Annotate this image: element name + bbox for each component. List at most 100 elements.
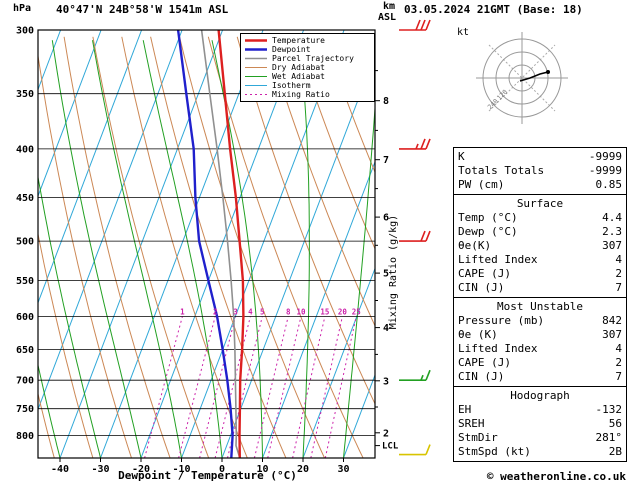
- legend-item-label: Wet Adiabat: [272, 72, 325, 81]
- wet-adiabat-line: [211, 40, 263, 458]
- pressure-tick-label: 400: [16, 144, 34, 155]
- plot-frame: [37, 29, 376, 459]
- legend-item-label: Isotherm: [272, 81, 311, 90]
- stat-label: Lifted Index: [458, 253, 538, 266]
- dry-adiabat-line: [236, 36, 375, 405]
- temp-tick-label: -10: [172, 464, 190, 475]
- stat-value: 281°: [595, 431, 623, 444]
- stat-label: K: [458, 150, 465, 163]
- surface-row: Lifted Index 4: [458, 253, 622, 267]
- hodograph-diagonal: [488, 44, 556, 112]
- surface-panel-title: Surface: [516, 197, 564, 210]
- hodograph-diagonal: [488, 44, 556, 112]
- dry-adiabat-line: [38, 391, 55, 458]
- legend-line-sample-icon: [245, 48, 267, 51]
- isotherm-line: [38, 30, 183, 411]
- pressure-tick-label: 750: [16, 404, 34, 415]
- legend: Temperature Dewpoint Parcel Trajectory Dry …: [240, 33, 375, 102]
- most-unstable-row: CIN (J) 7: [458, 370, 622, 384]
- legend-line-sample-icon: [245, 39, 267, 42]
- dry-adiabat-line: [38, 231, 94, 458]
- temp-tick-label: 20: [297, 464, 309, 475]
- mixing-ratio-value-label: 8: [286, 308, 291, 317]
- dry-adiabat-line: [150, 36, 287, 458]
- isotherm-line: [100, 30, 264, 458]
- pressure-tick-label: 600: [16, 312, 34, 323]
- surface-row: Temp (°C) 4.4: [458, 211, 622, 225]
- stat-label: θe(K): [458, 239, 492, 252]
- wind-barb: [399, 230, 431, 242]
- dry-adiabat-line: [323, 36, 375, 174]
- dry-adiabat-line: [0, 37, 16, 458]
- hodograph-ring: [482, 38, 562, 118]
- isotherm-line: [38, 30, 102, 198]
- hodograph-panel-title: Hodograph: [510, 389, 570, 402]
- wet-adiabat-line: [343, 101, 375, 458]
- stat-label: CAPE (J): [458, 356, 511, 369]
- mixing-ratio-line: [310, 316, 343, 458]
- isotherm-line: [59, 30, 224, 458]
- parcel-trajectory-curve: [200, 30, 241, 458]
- stat-value: -132: [595, 403, 623, 416]
- stat-value: 4: [615, 342, 622, 355]
- legend-item-label: Parcel Trajectory: [272, 54, 354, 63]
- stat-value: 2.3: [602, 225, 622, 238]
- stat-label: CIN (J): [458, 370, 505, 383]
- mixing-ratio-line: [144, 316, 183, 458]
- legend-item-label: Mixing Ratio: [272, 90, 330, 99]
- stat-value: 842: [602, 314, 622, 327]
- km-tick-label: 6: [383, 213, 389, 224]
- indices-row: Totals Totals -9999: [458, 164, 622, 178]
- most-unstable-row: Pressure (mb) 842: [458, 314, 622, 328]
- legend-line-sample-icon: [245, 94, 267, 95]
- legend-item-wet_adiabat: Wet Adiabat: [244, 72, 371, 81]
- wet-adiabat-line: [51, 40, 142, 458]
- dry-adiabat-line: [92, 36, 210, 458]
- km-tick-label: 8: [383, 96, 389, 107]
- most-unstable-panel-title: Most Unstable: [496, 300, 584, 313]
- mixing-ratio-line: [324, 316, 357, 458]
- stat-value: 307: [602, 239, 622, 252]
- stat-label: θe (K): [458, 328, 498, 341]
- legend-item-label: Dewpoint: [272, 45, 311, 54]
- wet-adiabat-line: [38, 362, 61, 458]
- mixing-ratio-value-label: 3: [233, 308, 238, 317]
- mixing-ratio-value-label: 2: [213, 308, 218, 317]
- stat-label: CIN (J): [458, 281, 505, 294]
- temp-tick-label: 0: [219, 464, 225, 475]
- wind-barb: [399, 444, 431, 456]
- indices-row: K -9999: [458, 150, 622, 164]
- legend-line-sample-icon: [245, 85, 267, 86]
- dry-adiabat-line: [179, 36, 325, 458]
- temp-tick-label: -20: [132, 464, 150, 475]
- copyright: © weatheronline.co.uk: [486, 470, 626, 483]
- lcl-label: LCL: [382, 442, 399, 452]
- mixing-ratio-value-label: 15: [320, 308, 329, 317]
- dry-adiabat-line: [294, 36, 375, 250]
- pressure-tick-label: 700: [16, 376, 34, 387]
- stat-label: Totals Totals: [458, 164, 545, 177]
- km-tick-label: 7: [383, 155, 389, 166]
- stat-value: 2: [615, 267, 622, 280]
- mixing-ratio-value-label: 1: [180, 308, 185, 317]
- wet-adiabat-line: [299, 40, 310, 458]
- legend-line-sample-icon: [245, 67, 267, 68]
- hodograph-row: EH -132: [458, 403, 622, 417]
- stat-label: StmDir: [458, 431, 498, 444]
- legend-item-label: Temperature: [272, 36, 325, 45]
- km-tick-label: 3: [383, 376, 389, 387]
- stat-label: Pressure (mb): [458, 314, 545, 327]
- stat-label: Dewp (°C): [458, 225, 518, 238]
- dry-adiabat-line: [207, 36, 364, 458]
- temp-tick-label: -30: [91, 464, 109, 475]
- stat-value: 56: [608, 417, 622, 430]
- stats-panels: K -9999 Totals Totals -9999 PW (cm) 0.85 Surfa…: [453, 147, 627, 462]
- temp-tick-label: 10: [256, 464, 268, 475]
- pressure-tick-label: 450: [16, 193, 34, 204]
- km-tick-label: 2: [383, 428, 389, 439]
- hodograph-row: SREH 56: [458, 417, 622, 431]
- mixing-ratio-line: [214, 316, 251, 458]
